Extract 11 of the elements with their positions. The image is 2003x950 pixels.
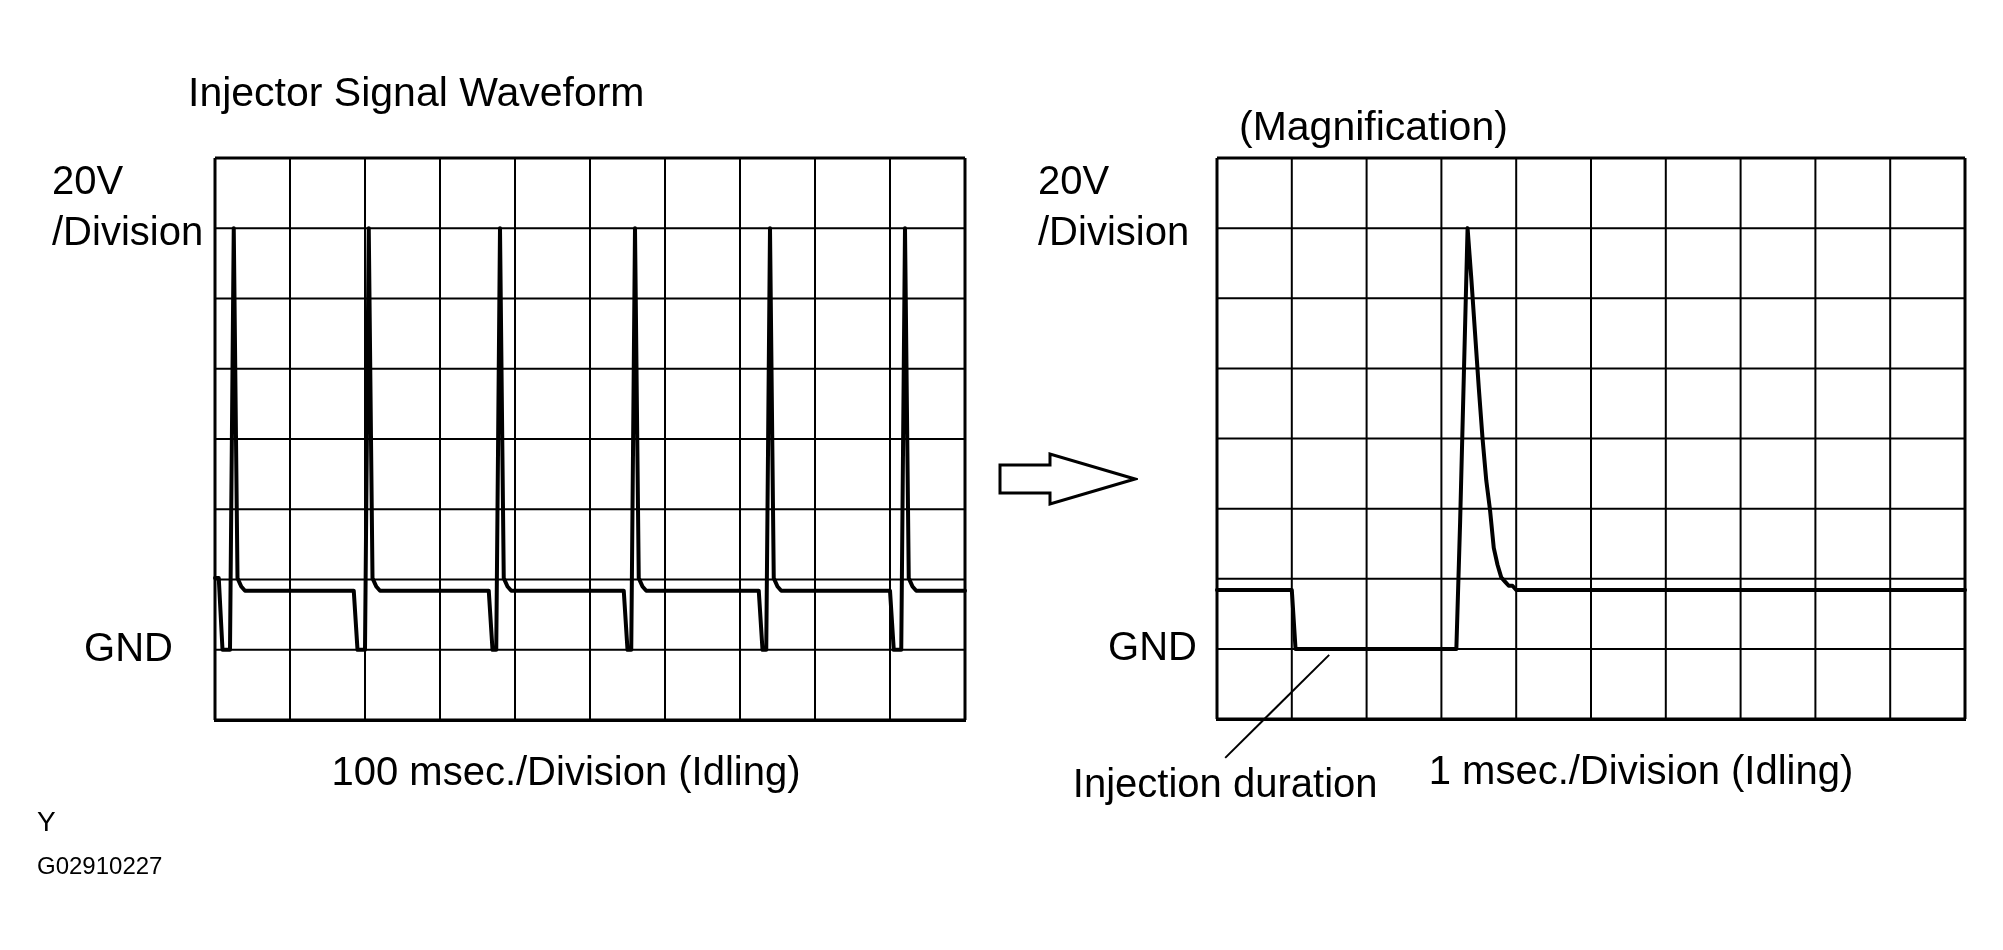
chart-title: (Magnification) [1239, 103, 1508, 149]
text: GND [1108, 623, 1197, 668]
text: G02910227 [37, 852, 163, 879]
y-axis-title: 20V /Division [1038, 158, 1190, 253]
text: GND [84, 624, 173, 669]
y-axis-title: 20V /Division [52, 158, 204, 253]
text: Injection duration [1072, 760, 1378, 805]
chart-title: Injector Signal Waveform [188, 69, 645, 115]
x-axis-title: 100 msec./Division (Idling) [331, 749, 801, 793]
x-axis-title: 1 msec./Division (Idling) [1428, 748, 1854, 792]
text: Y [37, 806, 56, 837]
